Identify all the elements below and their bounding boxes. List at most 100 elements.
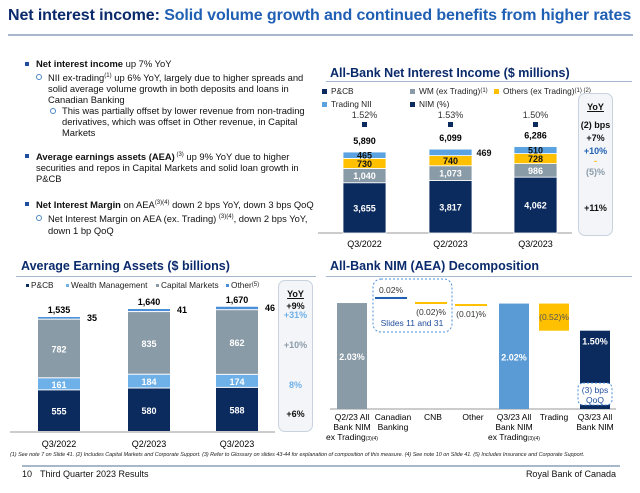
category-label: Bank NIM	[576, 422, 613, 432]
bar-p-cb	[216, 387, 258, 431]
total-label: 5,890	[353, 136, 376, 146]
category-label: ex Trading(3)(4)	[326, 432, 378, 442]
data-label: 3,817	[439, 202, 462, 212]
legend-nim: NIM (%)	[410, 99, 449, 109]
yoy-wm: 8%	[288, 380, 302, 390]
aea-chart: 555 161 782 35 1,535 Q3/2022 580 184 835 41 1,640 Q…	[10, 295, 275, 449]
total-label: 1,670	[226, 295, 249, 305]
yoy-nim: (2) bps	[580, 120, 611, 130]
data-label: (0.52)%	[539, 312, 569, 322]
bar-other	[38, 317, 80, 319]
data-label: 1,040	[353, 171, 376, 181]
nim-chart-title: All-Bank NIM (AEA) Decomposition	[330, 259, 540, 273]
data-label: 862	[229, 338, 244, 348]
category-label: Q3/2023	[518, 239, 553, 249]
data-label: 1,073	[439, 169, 462, 179]
legend-trading: Trading NII	[322, 99, 372, 109]
yoy-header: YoY	[587, 102, 604, 112]
page-title: Net interest income: Solid volume growth…	[8, 7, 634, 25]
nim-marker	[533, 122, 538, 127]
category-label: Q3/2022	[42, 439, 77, 449]
divider	[326, 276, 632, 277]
waterfall-step	[375, 296, 407, 299]
nim-label: 1.52%	[352, 110, 378, 120]
data-label: 730	[357, 159, 372, 169]
waterfall-bar	[337, 303, 367, 409]
category-label: Q2/2023	[132, 439, 167, 449]
data-label: 580	[141, 406, 156, 416]
total-label: 6,099	[439, 133, 462, 143]
bar-capital-markets	[216, 310, 258, 374]
category-label: Banking	[378, 422, 409, 432]
page-number: 10	[22, 469, 33, 479]
data-label: (0.02)%	[416, 307, 446, 317]
category-label: Bank NIM	[333, 422, 370, 432]
yoy-total: +7%	[586, 133, 605, 143]
category-label: Q3/2023	[220, 439, 255, 449]
bar-other	[216, 306, 258, 310]
data-label: 184	[141, 377, 156, 387]
yoy-wm: (5)%	[585, 167, 605, 177]
footnotes: (1) See note 7 on Slide 41. (2) Includes…	[10, 452, 585, 458]
legend-other: Other (5)	[226, 280, 259, 290]
waterfall-bar	[499, 303, 529, 409]
data-label: 46	[265, 303, 275, 313]
nim-label: 1.53%	[438, 110, 464, 120]
sub-bullet: NII ex-trading(1) up 6% YoY, largely due…	[22, 71, 317, 105]
nii-yoy-box: YoY (2) bps +7% +10% - (5)% +11%	[578, 93, 613, 236]
data-label: 728	[528, 154, 543, 164]
nim-marker	[448, 122, 453, 127]
bar-capital-markets	[128, 312, 170, 374]
data-label: 588	[229, 405, 244, 415]
yoy-cm: +10%	[283, 340, 308, 350]
category-label: Q3/23 All	[497, 412, 532, 422]
category-label: Q3/2022	[347, 239, 382, 249]
sub-bullet: Net Interest Margin on AEA (ex. Trading)…	[22, 212, 317, 236]
aea-chart-title: Average Earning Assets ($ billions)	[21, 259, 230, 273]
data-label: 2.03%	[339, 352, 365, 362]
bar-trading-nii	[428, 148, 473, 156]
category-label: CNB	[424, 412, 442, 422]
nii-chart-title: All-Bank Net Interest Income ($ millions…	[330, 66, 570, 80]
aea-yoy-box: YoY +9% +31% +10% 8% +6%	[278, 280, 313, 432]
callout-text: Slides 11 and 31	[381, 318, 444, 328]
category-label: Canadian	[375, 412, 412, 422]
bar-wealth-management	[38, 378, 80, 390]
bar-trading-nii	[513, 146, 558, 154]
legend-wm: Wealth Management	[66, 280, 147, 290]
yoy-header: YoY	[287, 289, 304, 299]
title-divider	[8, 34, 633, 36]
bar-other	[128, 309, 170, 312]
category-label: Q3/23 All	[578, 412, 613, 422]
category-label: Bank NIM	[495, 422, 532, 432]
data-label: 41	[177, 305, 187, 315]
title-rest: Solid volume growth and continued benefi…	[164, 7, 632, 24]
qoq-box	[577, 382, 613, 406]
data-label: 1.50%	[582, 337, 608, 347]
category-label: Q2/23 All	[335, 412, 370, 422]
legend-pcb: P&CB	[322, 86, 354, 96]
data-label: 35	[87, 313, 97, 323]
qoq-text: QoQ	[586, 395, 604, 405]
title-bold: Net interest income:	[8, 7, 160, 24]
data-label: 510	[528, 146, 543, 156]
yoy-pcb: +6%	[286, 409, 305, 419]
data-label: 986	[528, 166, 543, 176]
yoy-trading: +10%	[583, 146, 608, 156]
callout-box	[372, 278, 453, 333]
bullet-aea: Average earnings assets (AEA) (3) up 9% …	[22, 150, 317, 184]
data-label: 469	[476, 148, 491, 158]
yoy-pcb: +11%	[584, 203, 607, 213]
total-label: 1,535	[48, 305, 71, 315]
qoq-text: (3) bps	[582, 385, 608, 395]
bar-trading-nii	[342, 151, 387, 159]
bar-p-cb	[428, 180, 473, 234]
category-label: Other	[462, 412, 483, 422]
footer-title: Third Quarter 2023 Results	[40, 469, 149, 479]
waterfall-step	[415, 301, 447, 304]
data-label: 3,655	[353, 203, 376, 213]
divider	[326, 81, 632, 82]
bar-capital-markets	[38, 319, 80, 378]
data-label: 0.02%	[379, 285, 404, 295]
data-label: 740	[443, 156, 458, 166]
